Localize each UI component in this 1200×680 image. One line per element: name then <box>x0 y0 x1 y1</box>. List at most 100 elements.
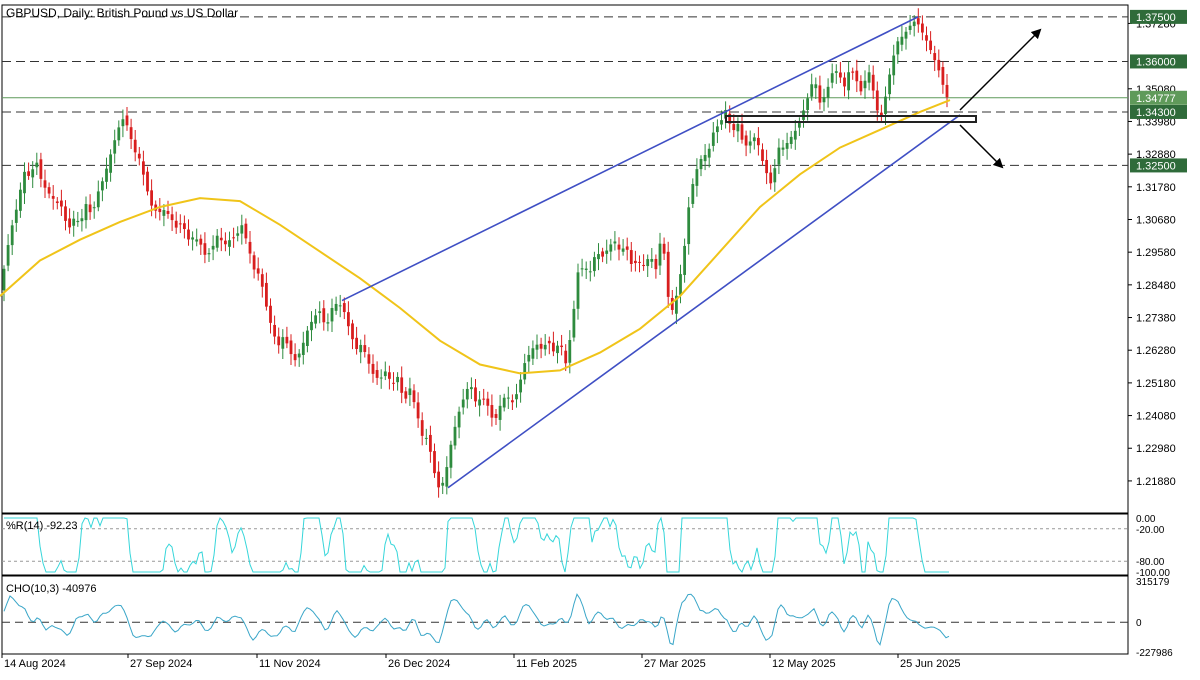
candle-body <box>47 187 51 194</box>
candle-body <box>244 223 248 239</box>
candle-body <box>416 402 420 419</box>
candle-body <box>642 264 645 267</box>
candle-body <box>884 96 887 115</box>
candle-body <box>527 354 531 362</box>
candle-body <box>461 399 465 408</box>
price-axis: 1.372801.350801.339801.328801.317801.306… <box>1128 18 1176 488</box>
candle-body <box>322 308 326 323</box>
candle-body <box>228 240 231 247</box>
candle-body <box>584 268 588 270</box>
candle-body <box>400 377 404 393</box>
candle-body <box>580 268 584 270</box>
candle-body <box>269 305 272 323</box>
horizontal-levels <box>2 16 1128 166</box>
candle-body <box>424 437 428 439</box>
candle-body <box>543 344 547 350</box>
cho-pane-frame <box>1 575 1129 655</box>
price-badges: 1.37500 1.36000 1.34777 1.34300 1.32500 <box>1130 9 1187 173</box>
chart-title: GBPUSD, Daily: British Pound vs US Dolla… <box>6 6 238 20</box>
candle-body <box>851 71 855 73</box>
candle-body <box>408 388 412 396</box>
candle-body <box>150 190 153 206</box>
candle-body <box>613 241 617 244</box>
price-tick-label: 1.22980 <box>1136 443 1176 455</box>
candle-body <box>945 84 949 98</box>
candle-body <box>64 206 67 221</box>
candle-body <box>523 363 527 380</box>
candle-body <box>728 113 732 124</box>
candle-body <box>757 137 760 146</box>
candle-body <box>629 250 633 265</box>
candle-body <box>646 259 650 267</box>
candle-body <box>785 142 789 149</box>
price-tick-label: 1.24080 <box>1136 411 1176 423</box>
candle-body <box>511 400 514 403</box>
candle-body <box>929 40 932 51</box>
price-badge <box>1130 9 1187 24</box>
candle-body <box>625 246 629 250</box>
candle-body <box>420 420 424 436</box>
wpr-tick-label: -80.00 <box>1136 557 1165 568</box>
candle-body <box>535 344 539 350</box>
candle-body <box>342 303 346 313</box>
candle-body <box>675 295 678 314</box>
candle-body <box>457 411 461 428</box>
candle-body <box>560 345 563 348</box>
price-tick-label: 1.21880 <box>1136 476 1176 488</box>
time-tick-label: 14 Aug 2024 <box>4 658 66 670</box>
candle-body <box>773 168 777 183</box>
candle-body <box>101 181 104 191</box>
candle-body <box>293 354 297 361</box>
candle-body <box>621 248 625 252</box>
price-tick-label: 1.26280 <box>1136 345 1176 357</box>
candle-body <box>195 239 199 242</box>
ma-line <box>0 99 951 375</box>
candle-body <box>839 72 842 78</box>
candle-body <box>273 324 276 337</box>
candle-body <box>720 120 723 125</box>
candle-body <box>855 70 859 82</box>
candle-body <box>830 73 834 83</box>
candle-body <box>388 372 391 379</box>
candle-body <box>941 67 945 85</box>
candle-body <box>900 36 904 45</box>
main-pane-frame <box>1 4 1129 514</box>
candle-body <box>904 31 908 39</box>
candle-body <box>133 139 137 153</box>
candle-body <box>355 337 358 350</box>
candle-body <box>605 250 609 254</box>
candle-body <box>379 377 383 379</box>
time-tick-label: 25 Jun 2025 <box>900 658 961 670</box>
candle-body <box>486 398 490 406</box>
candle-body <box>51 196 55 199</box>
candle-body <box>224 240 227 245</box>
candle-body <box>703 154 707 162</box>
candle-body <box>695 169 699 186</box>
candle-body <box>314 315 317 324</box>
candle-body <box>248 241 252 254</box>
candle-body <box>912 21 916 27</box>
candle-body <box>146 171 149 192</box>
candle-body <box>453 426 457 446</box>
candle-body <box>31 169 35 178</box>
candle-body <box>347 312 350 327</box>
candle-body <box>748 141 752 146</box>
candle-body <box>465 388 469 400</box>
candle-body <box>744 135 748 146</box>
candle-body <box>601 251 604 257</box>
candle-body <box>740 124 744 140</box>
candle-body <box>519 379 522 393</box>
candle-body <box>732 124 736 131</box>
support-box <box>725 115 977 123</box>
cho-line <box>3 593 950 646</box>
candle-body <box>412 390 416 403</box>
candle-body <box>76 220 80 223</box>
breakdown-arrow-down <box>959 124 1004 169</box>
candle-body <box>125 115 129 126</box>
candle-body <box>371 363 375 374</box>
candle-body <box>781 147 785 150</box>
candle-body <box>117 127 121 141</box>
wpr-pane-frame <box>1 513 1129 576</box>
candle-body <box>232 237 235 239</box>
